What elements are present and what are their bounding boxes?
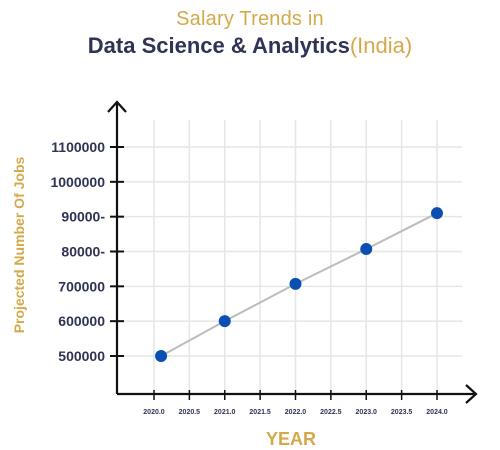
data-point [431,207,443,220]
data-point [155,350,168,362]
chart-title: Salary Trends in Data Science & Analytic… [0,6,500,60]
y-tick-label: 500000 [58,348,105,364]
y-tick-label: 1000000 [50,174,105,190]
y-tick-label: 700000 [58,278,105,294]
gridlines [117,120,462,394]
x-axis-title: YEAR [266,429,316,449]
data-point [289,277,302,290]
y-axis-title: Projected Number Of Jobs [11,156,27,333]
y-tick-label: 1100000 [51,139,105,155]
y-axis-arrow [107,100,127,113]
data-point [360,243,373,256]
x-tick-label: 2022.5 [320,409,342,416]
chart-title-line1: Salary Trends in [176,8,324,30]
y-ticks: 500000 600000 700000 80000- 90000- 1000000 110… [50,139,124,364]
x-tick-label: 2020.5 [179,409,201,416]
x-tick-label: 2023.5 [391,409,413,416]
chart-title-main: Data Science & Analytics [87,33,350,58]
x-tick-label: 2022.0 [285,409,307,416]
x-tick-label: 2021.5 [249,409,271,416]
chart-title-line2: Data Science & Analytics(India) [0,32,500,60]
x-tick-label: 2021.0 [214,409,236,416]
y-tick-label: 80000- [61,244,105,260]
x-tick-label: 2020.0 [143,409,165,416]
data-point [218,315,231,328]
series-group [155,207,443,362]
x-axis-arrow [465,384,478,404]
y-tick-label: 90000- [61,209,105,225]
chart-title-region: (India) [349,33,413,58]
x-ticks: 2020.0 2020.5 2021.0 2021.5 2022.0 2022.5 2023… [143,390,448,416]
y-tick-label: 600000 [58,313,105,329]
x-tick-label: 2023.0 [356,409,378,416]
x-tick-label: 2024.0 [426,409,448,416]
